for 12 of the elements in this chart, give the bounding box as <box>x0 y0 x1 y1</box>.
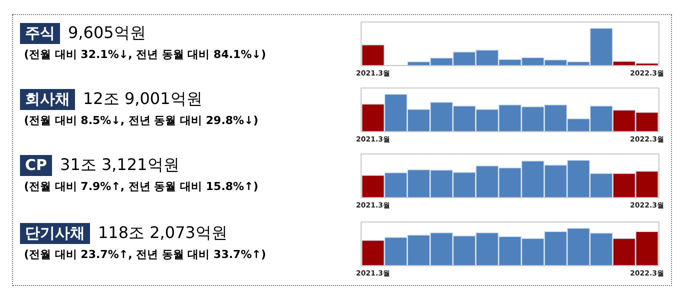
text: 118조 2,073억원 <box>98 222 228 244</box>
text: 12조 9,001억원 <box>83 88 202 110</box>
text: 단기사채 <box>20 222 90 244</box>
text: (전월 대비 32.1%↓, 전년 동월 대비 84.1%↓) <box>24 47 267 62</box>
text: 주식 <box>20 22 60 44</box>
text: CP <box>20 154 52 176</box>
text: 31조 3,121억원 <box>60 154 180 176</box>
text: 회사채 <box>20 88 75 110</box>
text: (전월 대비 8.5%↓, 전년 동월 대비 29.8%↓) <box>24 113 260 128</box>
text: (전월 대비 23.7%↑, 전년 동월 대비 33.7%↑) <box>24 247 267 262</box>
text: 9,605억원 <box>68 22 146 44</box>
text: (전월 대비 7.9%↑, 전년 동월 대비 15.8%↑) <box>24 179 260 194</box>
